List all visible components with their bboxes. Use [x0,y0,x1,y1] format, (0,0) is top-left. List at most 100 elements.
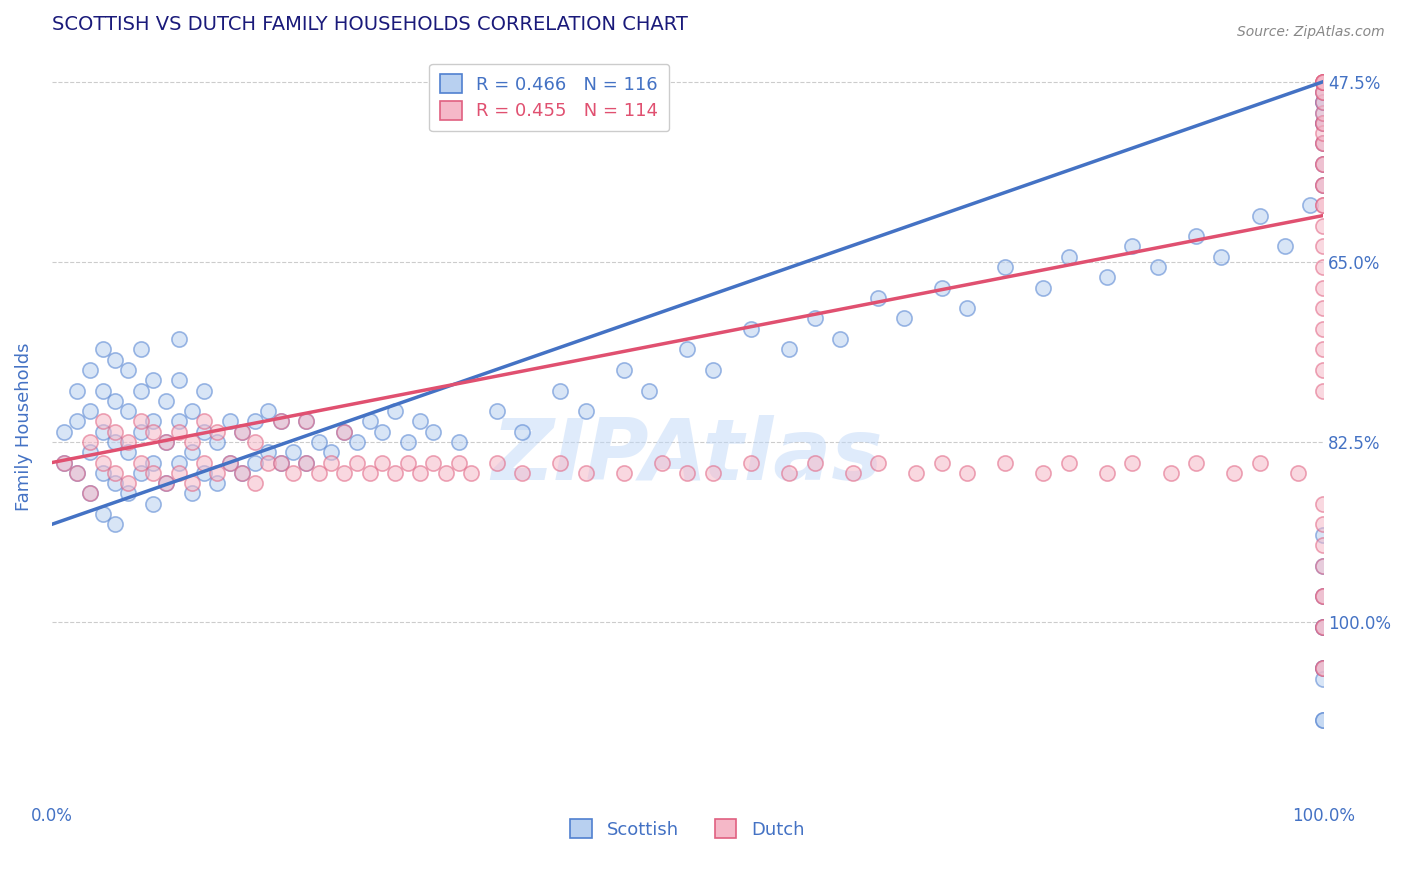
Point [1312,260,1334,274]
Point [283,445,305,459]
Point [104,476,127,491]
Point [1095,270,1118,285]
Point [193,456,215,470]
Point [142,373,165,387]
Point [1185,229,1208,244]
Point [1312,590,1334,604]
Point [1312,75,1334,89]
Point [167,466,190,480]
Point [270,456,292,470]
Point [295,414,318,428]
Point [142,466,165,480]
Point [460,466,482,480]
Point [129,343,152,357]
Point [205,466,228,480]
Point [550,384,572,398]
Point [270,414,292,428]
Point [409,414,432,428]
Point [1312,239,1334,253]
Point [193,425,215,439]
Point [956,466,979,480]
Point [129,466,152,480]
Point [117,435,139,450]
Point [257,404,280,418]
Point [180,404,202,418]
Point [1312,620,1334,634]
Point [129,456,152,470]
Point [1147,260,1170,274]
Point [193,466,215,480]
Point [510,425,533,439]
Point [243,476,266,491]
Point [447,435,470,450]
Point [1312,590,1334,604]
Point [243,414,266,428]
Point [371,456,394,470]
Point [167,456,190,470]
Point [396,435,419,450]
Text: Source: ZipAtlas.com: Source: ZipAtlas.com [1237,25,1385,39]
Point [243,456,266,470]
Point [1312,301,1334,315]
Point [651,456,673,470]
Point [257,445,280,459]
Point [1121,456,1143,470]
Point [91,507,114,521]
Point [384,466,406,480]
Point [155,435,177,450]
Point [1312,75,1334,89]
Point [434,466,457,480]
Point [91,425,114,439]
Point [205,476,228,491]
Point [575,404,598,418]
Point [1312,116,1334,130]
Point [803,456,825,470]
Point [79,445,101,459]
Point [1057,250,1080,264]
Point [1312,136,1334,151]
Point [104,435,127,450]
Point [104,425,127,439]
Point [1312,116,1334,130]
Point [66,384,89,398]
Point [346,435,368,450]
Point [384,404,406,418]
Point [283,466,305,480]
Point [676,343,699,357]
Point [841,466,863,480]
Point [66,466,89,480]
Point [575,466,598,480]
Point [270,456,292,470]
Point [1312,85,1334,99]
Point [129,425,152,439]
Point [994,260,1017,274]
Point [550,456,572,470]
Point [193,384,215,398]
Point [1312,85,1334,99]
Point [66,414,89,428]
Point [321,445,343,459]
Point [1312,198,1334,212]
Point [308,435,330,450]
Point [702,466,724,480]
Point [778,343,800,357]
Point [129,414,152,428]
Point [1312,713,1334,727]
Point [79,486,101,500]
Point [1312,157,1334,171]
Point [91,456,114,470]
Point [994,456,1017,470]
Point [91,343,114,357]
Point [142,456,165,470]
Point [1312,713,1334,727]
Point [142,414,165,428]
Point [205,425,228,439]
Point [485,404,508,418]
Point [1312,620,1334,634]
Point [422,456,444,470]
Point [155,476,177,491]
Point [1274,239,1296,253]
Point [803,311,825,326]
Point [231,466,253,480]
Point [79,404,101,418]
